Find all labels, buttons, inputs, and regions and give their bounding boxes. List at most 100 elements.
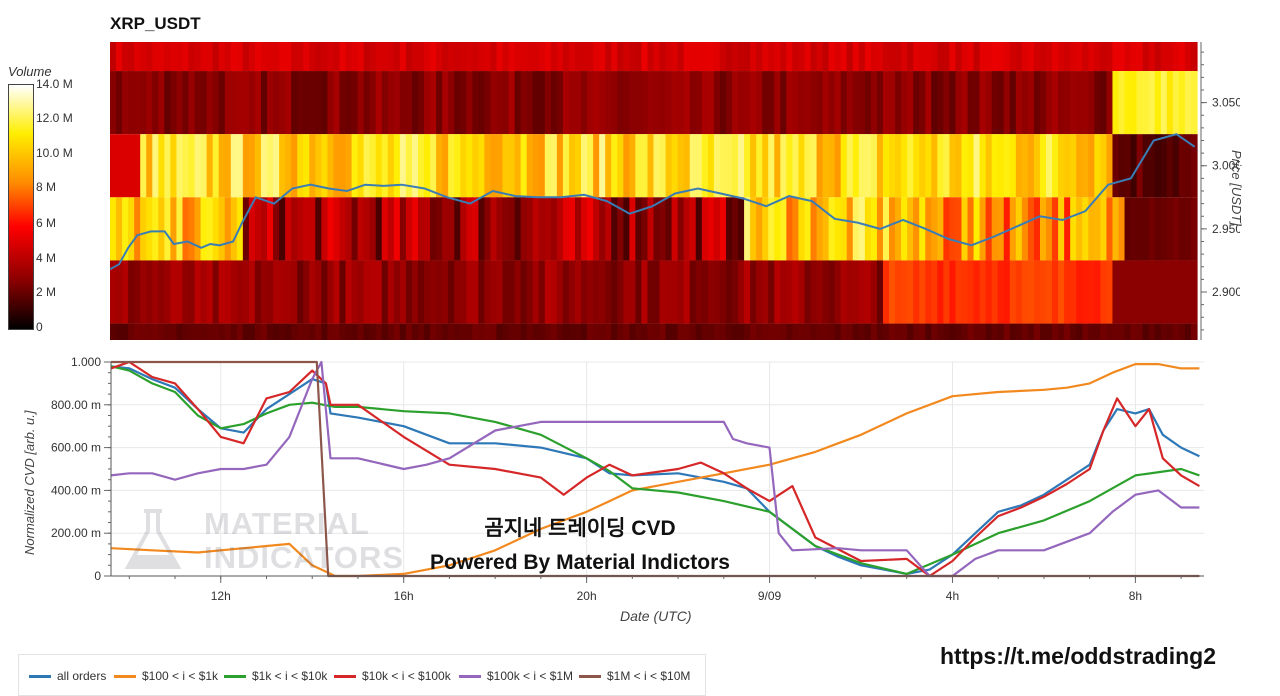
heatmap-cell — [876, 134, 884, 198]
heatmap-cell — [744, 71, 751, 135]
legend-item[interactable]: all orders — [29, 669, 106, 683]
heatmap-cell — [381, 134, 389, 198]
legend-item[interactable]: $100 < i < $1k — [114, 669, 218, 683]
heatmap-cell — [170, 323, 178, 340]
heatmap-cell — [677, 134, 685, 198]
heatmap-cell — [110, 42, 117, 72]
heatmap-cell — [1058, 260, 1065, 324]
heatmap-cell — [339, 42, 347, 72]
heatmap-cell — [707, 323, 715, 340]
heatmap-cell — [291, 260, 298, 324]
heatmap-cell — [502, 323, 510, 340]
heatmap-cell — [864, 197, 872, 261]
heatmap-cell — [345, 134, 353, 198]
heatmap-cell — [943, 42, 951, 72]
colorbar-tick: 10.0 M — [36, 146, 73, 160]
material-indicators-watermark: MATERIAL INDICATORS — [118, 505, 403, 580]
heatmap-cell — [587, 260, 594, 324]
heatmap-cell — [713, 323, 721, 340]
heatmap-cell — [762, 197, 769, 261]
price-tick-label: 3.050 — [1212, 96, 1240, 110]
heatmap-cell — [188, 323, 196, 340]
heatmap-cell — [925, 134, 932, 198]
heatmap-cell — [725, 323, 733, 340]
heatmap-cell — [532, 134, 540, 198]
legend-swatch — [114, 675, 136, 679]
heatmap-cell — [1033, 260, 1041, 324]
heatmap-cell — [297, 71, 304, 135]
heatmap-cell — [188, 197, 196, 261]
heatmap-cell — [611, 71, 618, 135]
heatmap-cell — [810, 260, 818, 324]
heatmap-cell — [1076, 260, 1083, 324]
heatmap-cell — [544, 71, 552, 135]
heatmap-cell — [170, 42, 178, 72]
legend-item[interactable]: $1M < i < $10M — [579, 669, 690, 683]
heatmap-cell — [991, 323, 999, 340]
heatmap-cell — [744, 260, 751, 324]
chart-legend: all orders $100 < i < $1k $1k < i < $10k… — [18, 654, 706, 696]
heatmap-cell — [852, 323, 860, 340]
heatmap-cell — [242, 323, 250, 340]
heatmap-cell — [417, 134, 425, 198]
heatmap-cell — [816, 197, 824, 261]
heatmap-cell — [1136, 260, 1144, 324]
y-tick-label: 400.00 m — [51, 483, 101, 497]
legend-item[interactable]: $10k < i < $100k — [334, 669, 451, 683]
heatmap-cell — [1154, 323, 1162, 340]
heatmap-cell — [357, 42, 365, 72]
heatmap-cell — [472, 134, 479, 198]
heatmap-cell — [460, 42, 467, 72]
heatmap-cell — [508, 323, 516, 340]
heatmap-cell — [756, 42, 763, 72]
heatmap-cell — [1094, 134, 1101, 198]
telegram-link[interactable]: https://t.me/oddstrading2 — [940, 643, 1216, 669]
heatmap-cell — [502, 42, 510, 72]
heatmap-cell — [562, 42, 570, 72]
heatmap-cell — [279, 42, 286, 72]
heatmap-cell — [1142, 197, 1150, 261]
heatmap-cell — [931, 134, 938, 198]
heatmap-cell — [508, 197, 516, 261]
heatmap-cell — [611, 134, 618, 198]
heatmap-cell — [605, 323, 612, 340]
heatmap-cell — [122, 197, 129, 261]
heatmap-cell — [399, 134, 407, 198]
heatmap-cell — [719, 134, 727, 198]
heatmap-cell — [1136, 42, 1144, 72]
legend-swatch — [334, 675, 356, 679]
heatmap-cell — [623, 42, 630, 72]
heatmap-cell — [448, 42, 455, 72]
legend-item[interactable]: $1k < i < $10k — [224, 669, 327, 683]
cvd-series-line — [110, 363, 1200, 578]
heatmap-cell — [116, 323, 123, 340]
heatmap-cell — [182, 71, 190, 135]
heatmap-cell — [599, 323, 606, 340]
heatmap-cell — [574, 260, 582, 324]
heatmap-cell — [659, 42, 667, 72]
heatmap-cell — [345, 42, 353, 72]
colorbar-tick: 4 M — [36, 251, 57, 265]
heatmap-cell — [804, 323, 812, 340]
x-tick-label: 12h — [211, 589, 231, 603]
heatmap-cell — [985, 197, 993, 261]
heatmap-cell — [1160, 323, 1168, 340]
heatmap-cell — [713, 197, 721, 261]
heatmap-cell — [514, 197, 522, 261]
heatmap-cell — [870, 323, 878, 340]
heatmap-cell — [798, 71, 806, 135]
heatmap-cell — [1027, 71, 1035, 135]
heatmap-cell — [327, 260, 335, 324]
heatmap-cell — [393, 42, 401, 72]
heatmap-cell — [780, 42, 787, 72]
heatmap-cell — [1154, 42, 1162, 72]
heatmap-cell — [732, 42, 739, 72]
heatmap-cell — [1184, 42, 1192, 72]
heatmap-cell — [369, 260, 377, 324]
heatmap-cell — [623, 197, 630, 261]
heatmap-cell — [574, 71, 582, 135]
heatmap-cell — [925, 260, 932, 324]
legend-item[interactable]: $100k < i < $1M — [459, 669, 573, 683]
heatmap-cell — [393, 134, 401, 198]
heatmap-cell — [1154, 197, 1162, 261]
